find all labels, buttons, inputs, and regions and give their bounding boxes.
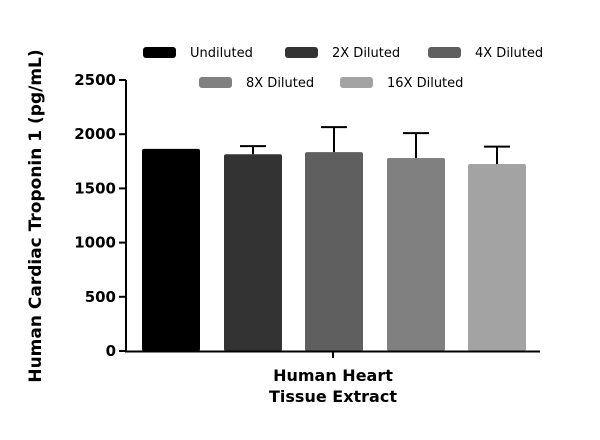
legend: Undiluted 2X Diluted 4X Diluted 8X Diluted 1… [143,46,543,91]
bar-2x-diluted [224,154,282,351]
legend-swatch [143,47,176,58]
y-tick-label: 1000 [74,234,116,252]
legend-label: 2X Diluted [332,46,400,61]
legend-label: 16X Diluted [387,76,463,91]
y-axis-title: Human Cardiac Troponin 1 (pg/mL) [26,49,46,382]
x-axis-label-line1: Human Heart [273,366,393,385]
bar-4x-diluted [305,152,363,351]
legend-label: 4X Diluted [475,46,543,61]
y-tick-label: 2500 [74,71,116,89]
bar-16x-diluted [468,164,526,351]
legend-swatch [340,77,373,88]
legend-swatch [285,47,318,58]
y-tick-label: 2000 [74,125,116,143]
axes [125,80,540,358]
legend-swatch [199,77,232,88]
y-tick-label: 500 [85,288,116,306]
legend-label: 8X Diluted [246,76,314,91]
bar-undiluted [142,148,200,351]
legend-swatch [428,47,461,58]
y-ticks: 0 500 1000 1500 2000 2500 [74,71,126,360]
y-tick-label: 0 [106,342,116,360]
x-axis-label-line2: Tissue Extract [269,387,397,406]
bars [142,126,526,351]
bar-8x-diluted [387,158,445,351]
y-tick-label: 1500 [74,179,116,197]
legend-label: Undiluted [190,46,253,61]
